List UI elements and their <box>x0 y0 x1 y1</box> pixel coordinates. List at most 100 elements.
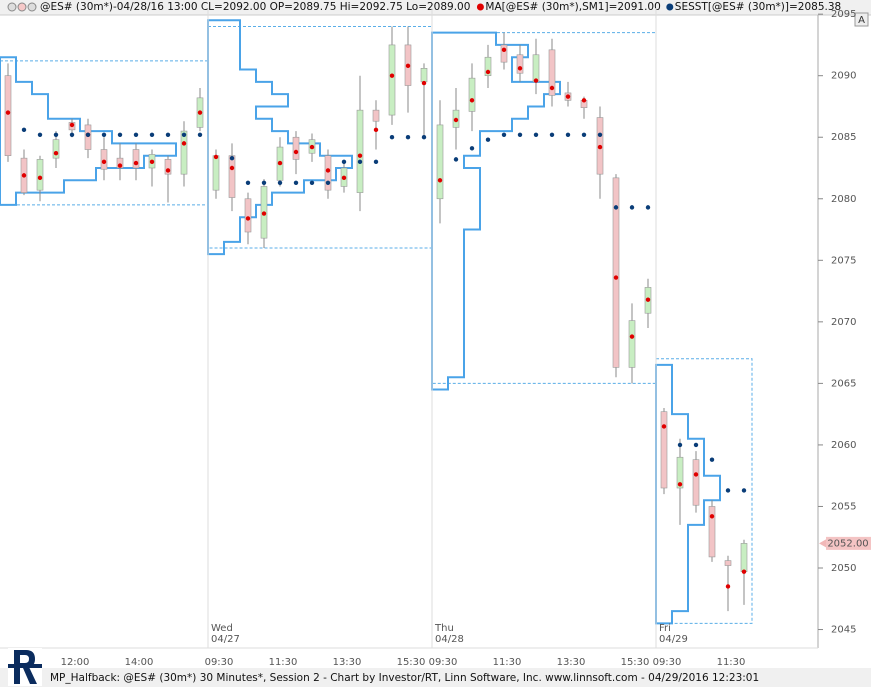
footer-text: MP_Halfback: @ES# (30m*) 30 Minutes*, Se… <box>50 672 759 684</box>
indicator-dot <box>325 168 331 173</box>
toggle-icon[interactable] <box>27 2 37 12</box>
toggle-icon[interactable] <box>7 2 17 12</box>
candle-body <box>676 456 684 489</box>
indicator-dot <box>245 180 251 185</box>
indicator-dot <box>21 173 27 178</box>
indicator-dot <box>293 180 299 185</box>
x-tick-label: 11:30 <box>269 657 298 668</box>
candle-body <box>4 75 12 156</box>
candle-body <box>420 68 428 83</box>
indicator-dot <box>661 424 667 429</box>
candle-body <box>740 543 748 572</box>
indicator-dot <box>165 168 171 173</box>
indicator-dot <box>549 85 555 91</box>
y-tick-label: 2090 <box>831 71 856 82</box>
header-bar <box>0 0 871 15</box>
x-tick-label: 14:00 <box>125 657 154 668</box>
session-range <box>431 32 657 384</box>
candle-body <box>84 124 92 150</box>
indicator-dot <box>181 141 187 146</box>
indicator-dot <box>517 132 523 137</box>
indicator-dot <box>645 297 651 302</box>
session-date: 04/27 <box>211 634 240 645</box>
candle-body <box>436 124 444 200</box>
indicator-dot <box>101 159 107 165</box>
x-tick-label: 09:30 <box>653 657 682 668</box>
indicator-dot <box>501 132 507 137</box>
candle-body <box>708 506 716 558</box>
y-tick-label: 2080 <box>831 194 856 205</box>
indicator-dot <box>197 110 203 115</box>
indicator-dot <box>741 488 747 493</box>
indicator-dot <box>325 180 331 185</box>
x-tick-label: 15:30 <box>621 657 650 668</box>
legend-entry: SESST[@ES# (30m*)]=2085.38 <box>675 1 841 13</box>
candle-body <box>244 198 252 233</box>
footer-bar <box>0 668 871 687</box>
indicator-dot <box>149 132 155 137</box>
indicator-dot <box>565 94 571 99</box>
indicator-dot <box>677 482 683 487</box>
indicator-dot <box>213 154 219 160</box>
indicator-dot <box>293 149 299 155</box>
indicator-dot <box>357 159 363 165</box>
indicator-dot <box>197 132 203 137</box>
indicator-dot <box>613 205 619 210</box>
x-tick-label: 11:30 <box>717 657 746 668</box>
indicator-dot <box>693 472 699 477</box>
indicator-dot <box>613 275 619 280</box>
candle-body <box>532 54 540 83</box>
candle-body <box>388 44 396 116</box>
candle-body <box>628 320 636 368</box>
x-tick-label: 12:00 <box>61 657 90 668</box>
indicator-dot <box>341 159 347 165</box>
indicator-dot <box>517 66 523 71</box>
candle-body <box>660 411 668 489</box>
legend-entry: MA[@ES# (30m*),SM1]=2091.00 <box>485 1 660 13</box>
logo <box>8 648 42 686</box>
indicator-dot <box>437 178 443 183</box>
candle-body <box>212 155 220 191</box>
session-day: Wed <box>211 623 233 634</box>
autoscale-label[interactable]: A <box>858 15 865 26</box>
indicator-dot <box>549 132 555 137</box>
last-price-marker <box>819 539 826 548</box>
candle-body <box>372 109 380 122</box>
indicator-dot <box>53 151 59 156</box>
last-price-label: 2052.00 <box>827 538 868 549</box>
indicator-dot <box>725 488 731 493</box>
market-profile <box>207 19 353 256</box>
autoscale-button[interactable] <box>854 12 869 27</box>
x-tick-label: 13:30 <box>333 657 362 668</box>
indicator-dot <box>37 175 43 181</box>
indicator-dot <box>277 160 283 166</box>
indicator-dot <box>421 80 427 86</box>
indicator-dot <box>597 144 603 150</box>
market-profile <box>655 363 721 625</box>
candle-body <box>484 56 492 76</box>
x-tick-label: 09:30 <box>205 657 234 668</box>
legend-marker <box>666 3 674 11</box>
indicator-dot <box>709 514 715 519</box>
indicator-dot <box>629 205 635 210</box>
y-tick-label: 2045 <box>831 625 856 636</box>
indicator-dot <box>181 132 187 137</box>
indicator-dot <box>389 73 395 78</box>
candle-body <box>692 459 700 506</box>
candle-body <box>612 177 620 368</box>
indicator-dot <box>453 157 459 162</box>
indicator-dot <box>629 334 635 339</box>
session-date: 04/29 <box>659 634 688 645</box>
y-tick-label: 2065 <box>831 378 856 389</box>
candle-body <box>516 54 524 74</box>
indicator-dot <box>133 160 139 166</box>
indicator-dot <box>69 122 75 128</box>
toggle-icon[interactable] <box>17 2 27 12</box>
candle-body <box>52 139 60 159</box>
candle-body <box>36 159 44 191</box>
indicator-dot <box>5 110 11 115</box>
candle-body <box>132 149 140 169</box>
indicator-dot <box>725 584 731 589</box>
